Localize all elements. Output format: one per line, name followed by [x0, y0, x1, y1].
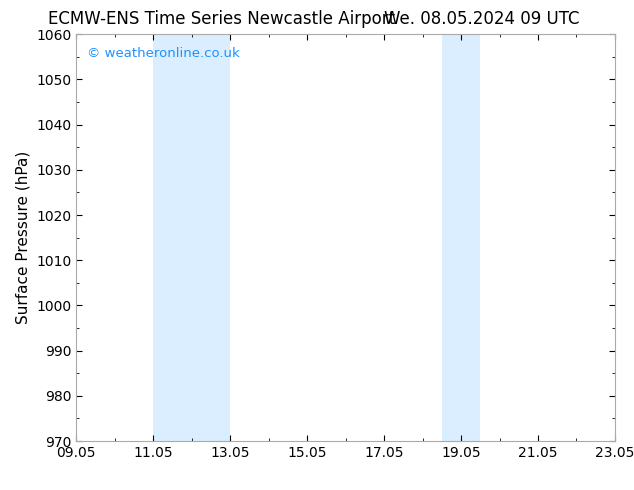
Y-axis label: Surface Pressure (hPa): Surface Pressure (hPa) — [15, 151, 30, 324]
Text: ECMW-ENS Time Series Newcastle Airport: ECMW-ENS Time Series Newcastle Airport — [48, 10, 396, 28]
Bar — [442, 34, 480, 441]
Text: We. 08.05.2024 09 UTC: We. 08.05.2024 09 UTC — [384, 10, 579, 28]
Text: © weatheronline.co.uk: © weatheronline.co.uk — [87, 47, 240, 59]
Bar — [153, 34, 230, 441]
